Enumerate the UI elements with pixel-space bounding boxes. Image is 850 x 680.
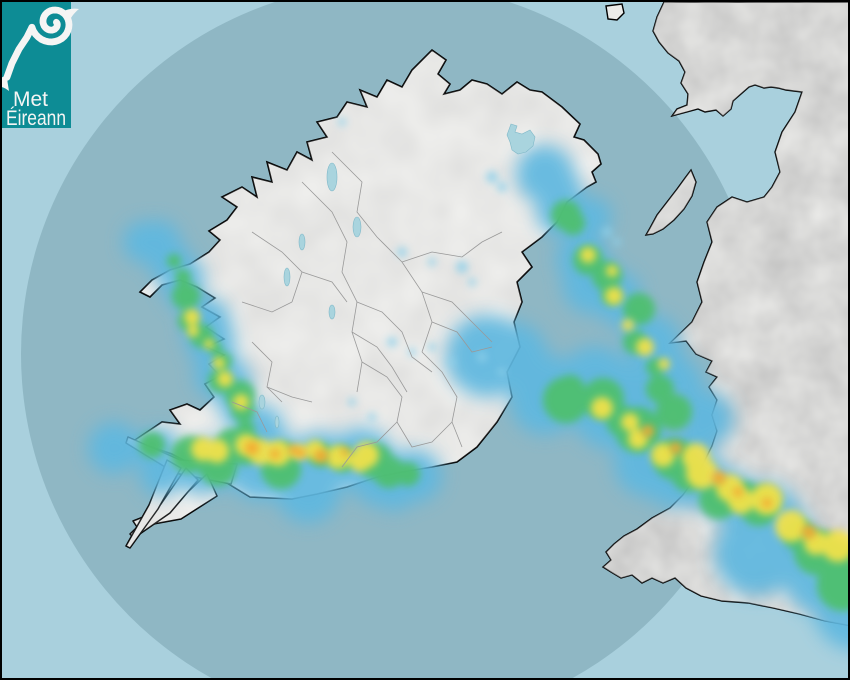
svg-text:Éireann: Éireann <box>6 107 66 130</box>
